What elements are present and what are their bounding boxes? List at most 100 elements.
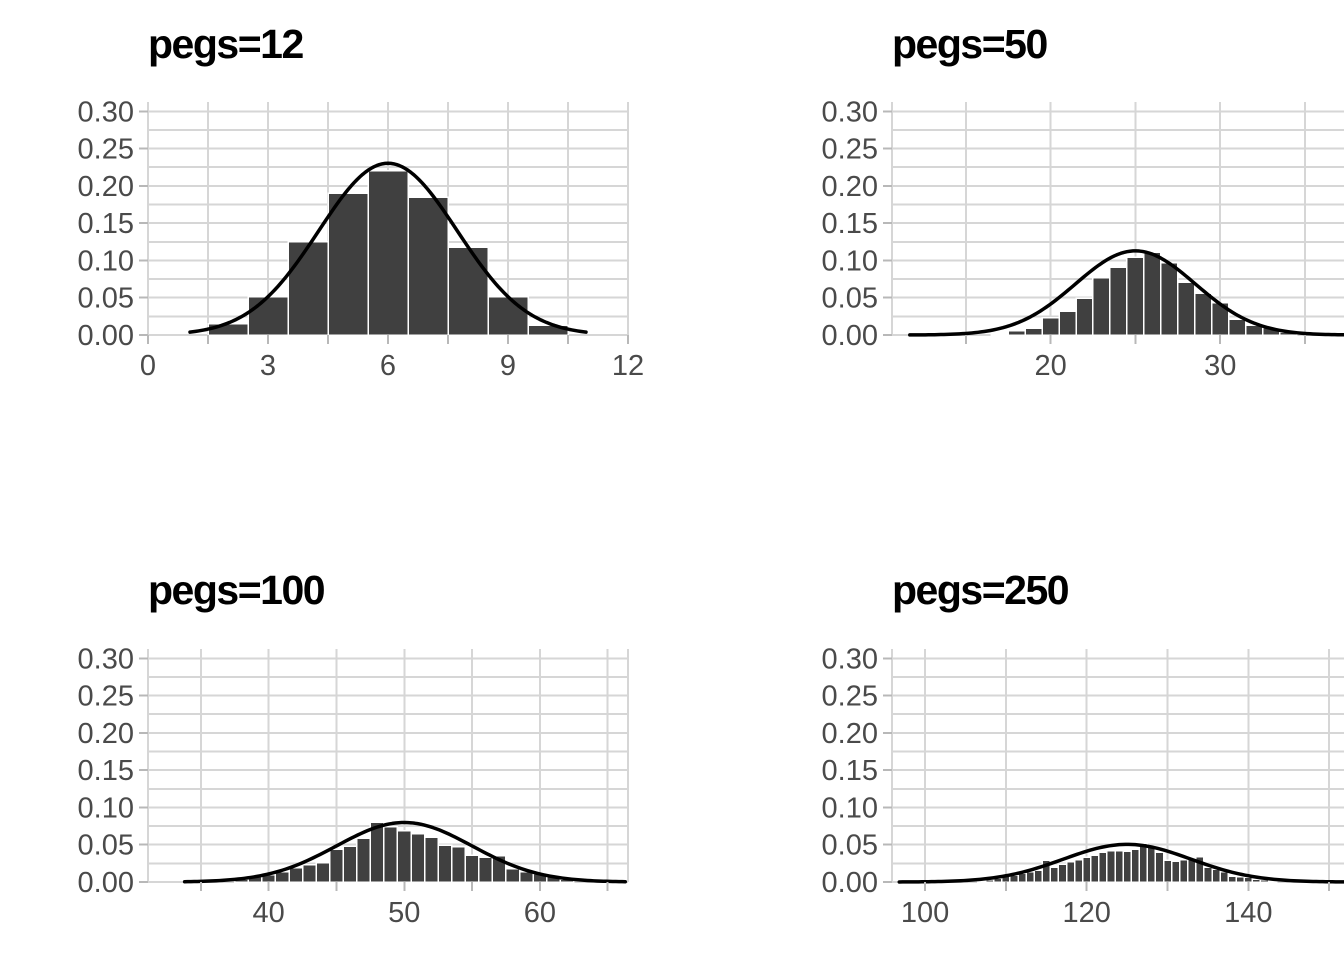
x-tick-label: 140 — [1224, 897, 1272, 929]
histogram-bar — [1122, 850, 1132, 883]
y-tick-label: 0.00 — [78, 320, 134, 352]
histogram-bar — [328, 848, 345, 883]
histogram-bar — [1073, 858, 1084, 883]
y-tick-label: 0.30 — [822, 96, 878, 128]
histogram-bar — [423, 836, 439, 883]
panel-pegs-50: pegs=50 20 30 0.00 0.05 0.10 0.15 0.20 0.25 0.30 — [712, 16, 1344, 496]
histogram-plot: 40 50 60 0.00 0.05 0.10 0.15 0.20 0.25 0.30 — [78, 643, 629, 929]
y-tick-label: 0.30 — [822, 643, 878, 675]
histogram-bar — [1235, 876, 1246, 883]
x-tick-label: 3 — [260, 350, 276, 382]
x-tick-label: 50 — [388, 897, 420, 929]
y-tick-label: 0.20 — [822, 171, 878, 203]
histogram-bar — [367, 170, 409, 336]
panel-title: pegs=250 — [892, 567, 1070, 613]
histogram-bar — [1251, 878, 1262, 883]
x-tick-label: 120 — [1063, 897, 1111, 929]
normal-curve — [908, 249, 1344, 337]
x-tick-label: 0 — [140, 350, 156, 382]
histogram-bar — [1227, 318, 1247, 336]
histogram-bar — [478, 856, 494, 883]
y-tick-label: 0.10 — [78, 792, 134, 824]
histogram-bar — [1033, 869, 1044, 883]
histogram-bar — [1178, 858, 1189, 883]
x-tick-label: 60 — [524, 897, 556, 929]
histogram-bar — [1160, 261, 1179, 336]
y-tick-label: 0.15 — [822, 755, 878, 787]
histogram-bar — [464, 854, 480, 883]
histogram-bar — [1075, 297, 1094, 336]
histogram-bar — [327, 192, 369, 336]
histogram-bar — [1154, 851, 1165, 883]
y-tick-label: 0.15 — [78, 208, 134, 240]
y-tick-label: 0.25 — [822, 134, 878, 166]
histogram-bar — [1109, 266, 1128, 336]
y-tick-label: 0.30 — [78, 643, 134, 675]
y-tick-label: 0.20 — [78, 171, 134, 203]
y-tick-label: 0.25 — [78, 681, 134, 713]
histogram-bar — [1106, 849, 1116, 883]
panel-title: pegs=100 — [148, 567, 326, 613]
histogram-plot: 0 3 6 9 12 0.00 0.05 0.10 0.15 0.20 0.25 0.30 — [78, 96, 645, 382]
y-tick-label: 0.00 — [822, 867, 878, 899]
y-tick-label: 0.15 — [822, 208, 878, 240]
histogram-bar — [342, 845, 358, 883]
histogram-bar — [1065, 861, 1076, 883]
y-tick-label: 0.25 — [78, 134, 134, 166]
histogram-bar — [383, 826, 399, 883]
histogram-bar — [1162, 859, 1173, 883]
histogram-bar — [1025, 870, 1035, 883]
histogram-bar — [301, 864, 317, 883]
x-tick-label: 30 — [1204, 350, 1236, 382]
y-tick-label: 0.05 — [822, 830, 878, 862]
normal-curve — [182, 820, 628, 884]
y-tick-label: 0.20 — [822, 718, 878, 750]
histogram-plot: 20 30 0.00 0.05 0.10 0.15 0.20 0.25 0.30 — [822, 96, 1344, 382]
histogram-bar — [447, 246, 489, 336]
y-tick-label: 0.05 — [822, 283, 878, 315]
y-tick-label: 0.05 — [78, 283, 134, 315]
histogram-bar — [1177, 281, 1196, 336]
x-tick-label: 40 — [253, 897, 285, 929]
normal-curve — [188, 161, 588, 334]
histogram-bar — [1049, 866, 1060, 883]
y-tick-label: 0.15 — [78, 755, 134, 787]
normal-curve — [897, 842, 1344, 884]
histogram-bar — [1203, 866, 1213, 883]
histogram-bar — [1041, 317, 1060, 336]
histogram-bar — [1058, 310, 1077, 336]
histogram-bar — [315, 861, 331, 883]
y-tick-label: 0.00 — [822, 320, 878, 352]
y-tick-label: 0.00 — [78, 867, 134, 899]
y-tick-label: 0.10 — [822, 245, 878, 277]
histogram-bar — [1211, 868, 1221, 883]
x-tick-label: 20 — [1034, 350, 1066, 382]
histogram-bar — [990, 332, 1009, 336]
histogram-bar — [410, 832, 426, 883]
histogram-bar — [1007, 329, 1026, 336]
histogram-bar — [450, 846, 467, 883]
y-tick-label: 0.05 — [78, 830, 134, 862]
histogram-bar — [437, 844, 453, 883]
x-tick-label: 9 — [500, 350, 516, 382]
x-tick-label: 6 — [380, 350, 396, 382]
histogram-bar — [1227, 875, 1237, 883]
histogram-bar — [287, 241, 329, 336]
histogram-bar — [1146, 846, 1157, 883]
histogram-bar — [1098, 851, 1108, 883]
y-tick-label: 0.10 — [78, 245, 134, 277]
panel-pegs-250: pegs=250 100 120 140 0.00 0.05 0.10 0.15 0.20 0.… — [712, 496, 1344, 976]
histogram-bar — [487, 296, 529, 336]
histogram-bar — [1114, 849, 1124, 883]
histogram-bar — [1130, 848, 1141, 883]
histogram-bar — [396, 829, 412, 883]
histogram-plot: 100 120 140 0.00 0.05 0.10 0.15 0.20 0.25 0.30 — [822, 643, 1344, 929]
y-tick-label: 0.20 — [78, 718, 134, 750]
panel-title: pegs=50 — [892, 21, 1048, 67]
y-tick-label: 0.30 — [78, 96, 134, 128]
panel-title: pegs=12 — [148, 21, 304, 67]
histogram-bar — [356, 837, 372, 883]
histogram-bar — [1143, 251, 1162, 336]
x-tick-label: 12 — [612, 350, 644, 382]
x-tick-label: 100 — [901, 897, 949, 929]
